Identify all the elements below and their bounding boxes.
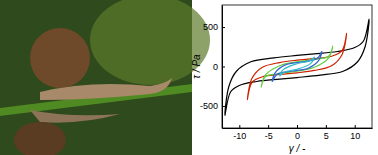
photo-shell [30,28,90,88]
y-tick-label: -500 [200,101,218,111]
photo-snail-body [40,78,172,100]
photo-snail-below [30,110,120,123]
x-axis-title: γ / - [289,143,306,154]
x-tick-label: 10 [350,131,360,141]
y-tick-label: 500 [203,22,218,32]
photo-blur [90,0,210,85]
y-tick-mark [222,27,225,28]
x-tick-label: -5 [265,131,273,141]
x-tick: -10 [233,125,246,141]
x-axis: -10 -5 0 5 10 [223,125,373,141]
y-tick: 500 [203,22,225,32]
x-axis-line [223,128,373,129]
photo-shell-below [14,122,66,155]
x-tick-mark [326,125,327,128]
x-tick: 0 [295,125,300,141]
x-tick-mark [355,125,356,128]
y-tick: 0 [213,62,225,72]
y-axis-title: τ / Pa [191,54,202,79]
y-axis: -500 0 500 [200,6,225,129]
x-tick-label: 0 [295,131,300,141]
y-tick-mark [222,106,225,107]
plot-area [225,19,369,115]
x-tick-mark [297,125,298,128]
x-tick-mark [239,125,240,128]
y-tick: -500 [200,101,225,111]
x-tick-label: -10 [233,131,246,141]
x-tick: 10 [350,125,360,141]
x-tick: 5 [324,125,329,141]
x-tick-mark [268,125,269,128]
y-tick-label: 0 [213,62,218,72]
x-tick: -5 [265,125,273,141]
figure: -10 -5 0 5 10 -500 0 500 γ / - τ / Pa [0,0,378,155]
plot-frame [222,5,372,128]
x-tick-label: 5 [324,131,329,141]
loop-line [225,19,369,115]
loop-line [261,46,333,87]
loop-line [280,57,315,76]
loop-line [247,33,346,99]
photo [0,0,210,155]
loop-line [272,52,322,82]
y-tick-mark [222,67,225,68]
